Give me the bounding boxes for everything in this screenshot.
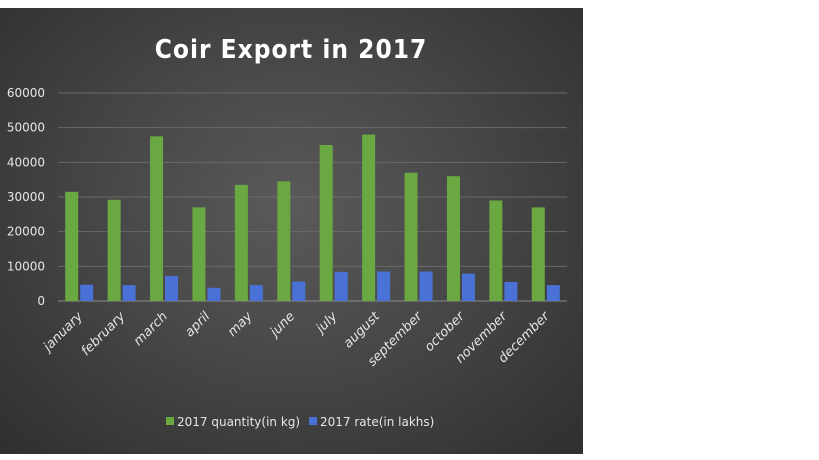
x-tick-label-march: march [131, 309, 171, 349]
rate-bar-december [546, 285, 560, 301]
x-tick-label-june: june [266, 309, 298, 341]
quantity-bar-april [192, 207, 206, 301]
rate-bar-july [334, 271, 348, 301]
quantity-bar-may [234, 184, 248, 301]
quantity-bar-august [362, 134, 376, 301]
y-tick-label: 60000 [7, 86, 45, 100]
rate-bar-april [207, 287, 221, 301]
quantity-bar-june [277, 181, 291, 301]
y-tick-label: 40000 [7, 155, 45, 169]
quantity-bar-february [107, 199, 121, 301]
legend-label-rate: 2017 rate(in lakhs) [320, 415, 434, 429]
quantity-bar-november [489, 200, 503, 301]
rate-bar-january [80, 284, 94, 301]
quantity-bar-january [65, 191, 79, 301]
gridlines [58, 92, 567, 302]
x-tick-label-april: april [182, 309, 213, 340]
rate-bar-march [165, 276, 179, 301]
quantity-bar-december [531, 207, 545, 301]
quantity-bar-july [319, 145, 333, 301]
rate-bar-august [377, 271, 391, 301]
chart-panel: Coir Export in 2017 0 10000 20000 30000 4000… [0, 8, 583, 454]
coir-export-chart: Coir Export in 2017 0 10000 20000 30000 4000… [7, 35, 567, 429]
rate-bar-november [504, 281, 518, 301]
bars [65, 134, 560, 301]
y-tick-label: 10000 [7, 259, 45, 273]
x-tick-label-february: february [79, 309, 129, 359]
quantity-bar-september [404, 172, 418, 301]
y-tick-label: 0 [37, 294, 45, 308]
x-tick-label-may: may [225, 309, 256, 340]
legend-swatch-quantity [166, 417, 174, 425]
rate-bar-june [292, 281, 306, 301]
x-tick-label-august: august [341, 309, 384, 352]
rate-bar-february [122, 285, 136, 301]
rate-bar-september [419, 271, 433, 301]
legend-swatch-rate [309, 417, 317, 425]
y-tick-label: 20000 [7, 225, 45, 239]
chart-title: Coir Export in 2017 [155, 35, 428, 65]
rate-bar-october [461, 273, 475, 301]
x-tick-label-july: july [312, 309, 341, 338]
quantity-bar-march [150, 136, 164, 301]
rate-bar-may [249, 285, 263, 301]
y-tick-label: 30000 [7, 190, 45, 204]
legend: 2017 quantity(in kg) 2017 rate(in lakhs) [166, 415, 434, 429]
quantity-bar-october [446, 176, 460, 301]
legend-label-quantity: 2017 quantity(in kg) [177, 415, 300, 429]
y-tick-label: 50000 [7, 121, 45, 135]
y-axis-ticks: 0 10000 20000 30000 40000 50000 60000 [7, 86, 45, 308]
